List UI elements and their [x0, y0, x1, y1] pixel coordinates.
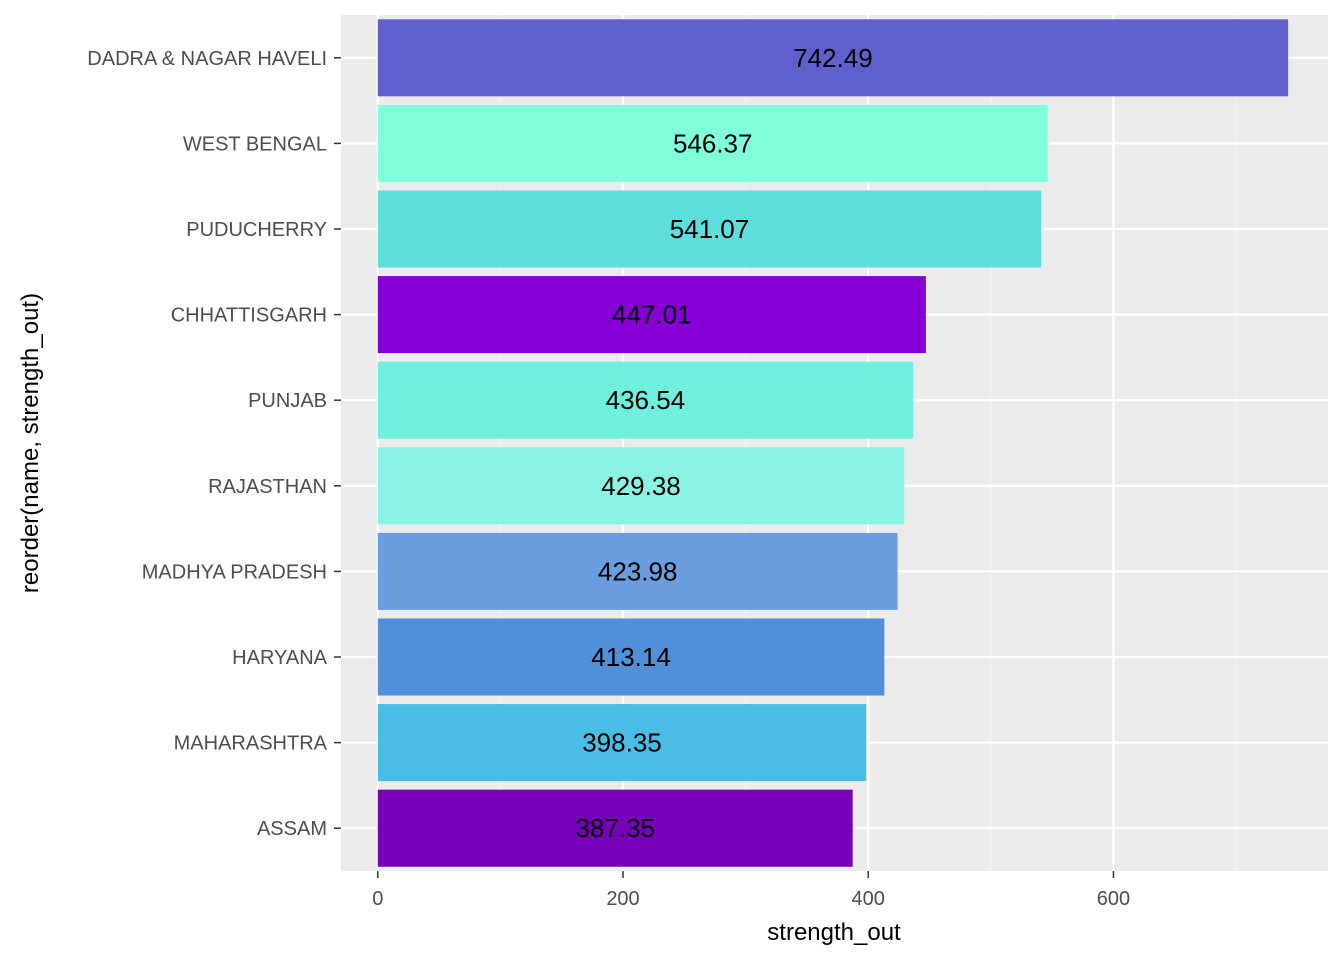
x-tick-label: 600	[1097, 888, 1130, 910]
x-tick-label: 200	[606, 888, 639, 910]
bar	[377, 19, 1289, 97]
y-tick-label: CHHATTISGARH	[171, 305, 327, 327]
x-tick-label: 0	[372, 888, 383, 910]
bar	[377, 190, 1042, 268]
y-tick-label: PUNJAB	[248, 390, 327, 412]
bar-value-label: 541.07	[670, 214, 750, 244]
x-axis-title: strength_out	[767, 919, 901, 946]
bar	[377, 704, 867, 782]
bar-value-label: 429.38	[601, 471, 681, 501]
y-tick-label: MAHARASHTRA	[174, 733, 328, 755]
bar	[377, 361, 914, 439]
y-tick-label: ASSAM	[257, 818, 327, 840]
bars	[377, 19, 1289, 867]
bar-value-label: 413.14	[591, 642, 671, 672]
bar-value-label: 447.01	[612, 300, 692, 330]
x-tick-label: 400	[852, 888, 885, 910]
y-tick-label: DADRA & NAGAR HAVELI	[87, 48, 327, 70]
y-tick-label: WEST BENGAL	[183, 133, 327, 155]
bar	[377, 789, 853, 867]
y-axis-title: reorder(name, strength_out)	[17, 293, 44, 593]
bar-labels: 742.49 546.37 541.07 447.01 436.54 429.38 423.…	[575, 43, 872, 843]
bar	[377, 276, 926, 354]
y-tick-label: MADHYA PRADESH	[142, 561, 327, 583]
bar-value-label: 742.49	[793, 43, 873, 73]
bar-value-label: 546.37	[673, 128, 753, 158]
bar-value-label: 436.54	[606, 385, 686, 415]
bar-value-label: 387.35	[575, 813, 655, 843]
bar	[377, 532, 898, 610]
y-tick-label: HARYANA	[232, 647, 328, 669]
bar	[377, 104, 1048, 182]
bar	[377, 618, 885, 696]
bar-value-label: 423.98	[598, 556, 678, 586]
y-axis: DADRA & NAGAR HAVELI WEST BENGAL PUDUCHERR…	[87, 48, 341, 840]
y-tick-label: RAJASTHAN	[208, 476, 327, 498]
bar-value-label: 398.35	[582, 728, 662, 758]
bar	[377, 447, 905, 525]
x-axis: 0 200 400 600	[372, 871, 1130, 910]
y-tick-label: PUDUCHERRY	[186, 219, 327, 241]
